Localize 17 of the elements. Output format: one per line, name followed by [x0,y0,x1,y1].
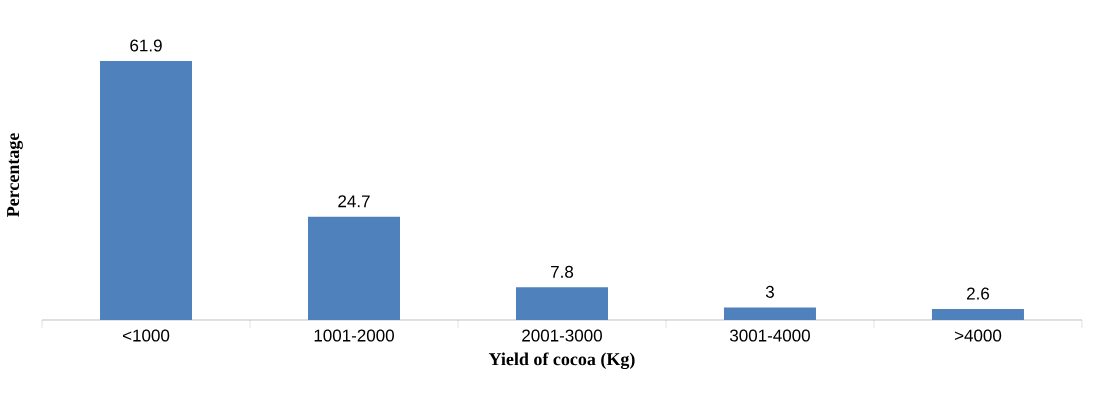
bar [308,216,400,320]
data-label: 3 [765,285,774,298]
x-tick-label: >4000 [954,329,1002,342]
x-tick-label: <1000 [122,329,170,342]
data-label: 61.9 [130,39,162,52]
x-axis-title: Yield of cocoa (Kg) [488,352,635,370]
bar [100,61,193,320]
x-tick-label: 1001-2000 [314,329,394,342]
data-label: 24.7 [338,195,370,208]
data-label: 7.8 [551,265,574,278]
bar [723,307,816,320]
bar [515,287,608,320]
data-label: 2.6 [967,287,990,300]
y-axis-title: Percentage [7,133,23,217]
x-tick-label: 2001-3000 [522,329,602,342]
bar [931,309,1024,320]
x-tick-label: 3001-4000 [729,329,810,342]
